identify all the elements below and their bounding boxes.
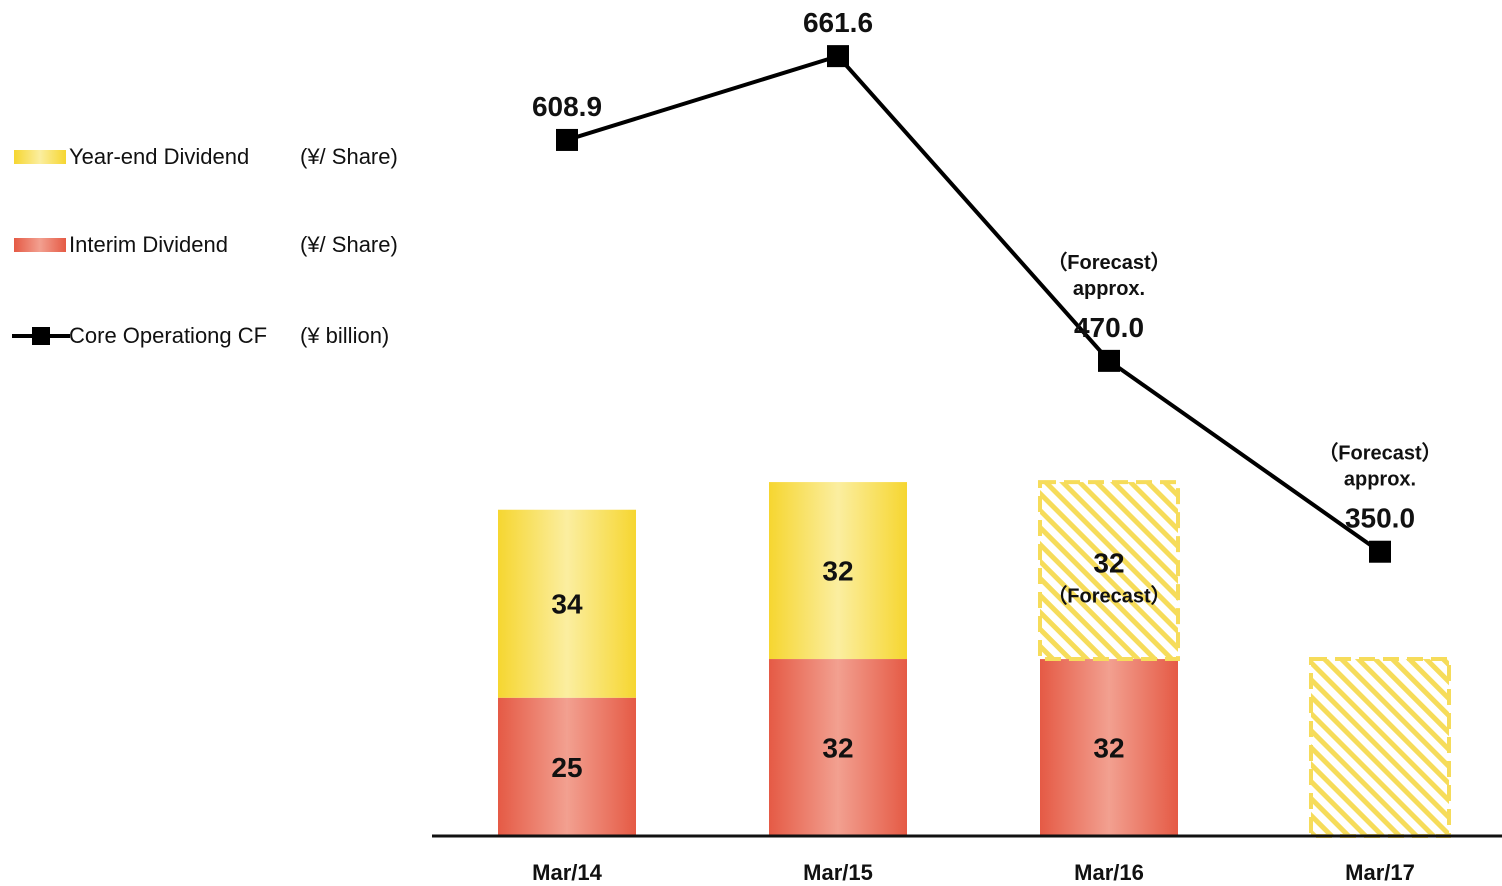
bar-label-interim-Mar-14: 25 [551,752,582,783]
legend-unit-year-end: (¥/ Share) [300,144,398,169]
cf-value-Mar-16: 470.0 [1074,312,1144,343]
cf-marker-Mar-15 [827,45,849,68]
legend-label-interim: Interim Dividend [69,232,228,257]
cf-marker-Mar-16 [1098,349,1120,372]
bar-label-year-end-Mar-15: 32 [822,556,853,587]
line-layer: 608.9 661.6 470.0 approx. （Forecast） 350.0 app… [532,7,1442,563]
bar-label-interim-Mar-16: 32 [1093,733,1124,764]
x-tick-labels: Mar/14 Mar/15 Mar/16 Mar/17 [532,860,1415,885]
cf-line [566,53,1382,554]
bar-year-end-Mar-17 [1309,657,1451,838]
cf-note1-Mar-17: （Forecast） [1318,442,1441,465]
x-tick-Mar-16: Mar/16 [1074,860,1144,885]
legend-swatch-line [12,327,70,345]
bar-label-year-end-Mar-14: 34 [551,589,583,620]
x-tick-Mar-15: Mar/15 [803,860,873,885]
legend-label-core-cf: Core Operationg CF [69,323,268,348]
cf-value-Mar-15: 661.6 [803,7,873,38]
bar-year-end-Mar-15 [769,482,907,660]
bar-year-end-Mar-14 [498,509,636,698]
cf-value-Mar-17: 350.0 [1345,503,1415,534]
legend-swatch-interim [14,238,66,252]
bar-note-year-end-Mar-16: （Forecast） [1047,585,1170,608]
bar-interim-Mar-14 [498,697,636,836]
cf-note2-Mar-16: approx. [1073,278,1145,300]
legend-unit-interim: (¥/ Share) [300,232,398,257]
bars-layer: 25 34 32 32 32 32 （Forecast） [498,480,1451,838]
cf-note2-Mar-17: approx. [1344,469,1416,491]
bar-interim-Mar-16 [1040,659,1178,836]
x-tick-Mar-17: Mar/17 [1345,860,1415,885]
bar-interim-Mar-15 [769,659,907,836]
x-tick-Mar-14: Mar/14 [532,860,602,885]
cf-marker-Mar-17 [1369,540,1391,563]
legend-label-year-end: Year-end Dividend [69,144,250,169]
legend-swatch-year-end [14,150,66,164]
cf-value-Mar-14: 608.9 [532,91,602,122]
legend-unit-core-cf: (¥ billion) [300,323,390,348]
bar-label-interim-Mar-15: 32 [822,733,853,764]
bar-year-end-Mar-16 [1038,480,1180,662]
cf-marker-Mar-14 [556,128,578,151]
cf-note1-Mar-16: （Forecast） [1047,251,1170,274]
bar-label-year-end-Mar-16: 32 [1093,548,1124,579]
